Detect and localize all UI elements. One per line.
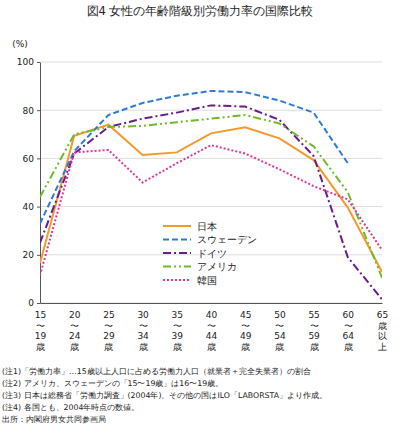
y-tick-label: 40	[23, 202, 35, 212]
x-tick-label: 40〜44歳	[206, 310, 218, 352]
y-tick: 60	[23, 154, 40, 164]
x-tick: 50〜54歳	[274, 303, 286, 352]
y-tick-label: 20	[23, 250, 35, 260]
note: (注4) 各国とも、2004年時点の数値。	[2, 403, 139, 412]
x-tick-label: 65歳以上	[377, 310, 388, 352]
x-tick-label: 45〜49歳	[240, 310, 252, 352]
x-tick: 45〜49歳	[240, 303, 252, 352]
legend-label: スウェーデン	[197, 234, 257, 245]
x-tick-label: 60〜64歳	[343, 310, 355, 352]
y-tick-mark	[37, 158, 40, 159]
grid	[40, 62, 382, 303]
y-tick-label: 100	[17, 57, 34, 67]
x-axis: 15〜19歳 20〜24歳 25〜29歳 30〜34歳 35〜39歳 40〜44歳 45〜4…	[35, 303, 388, 352]
y-tick: 80	[23, 106, 40, 116]
notes: (注1)「労働力率」…15歳以上人口に占める労働力人口（就業者＋完全失業者）の割…	[2, 367, 327, 424]
legend-swatch	[163, 279, 191, 281]
y-tick-mark	[37, 62, 40, 63]
x-tick-label: 25〜29歳	[103, 310, 115, 352]
y-tick: 20	[23, 250, 40, 260]
grid-line	[40, 110, 382, 111]
x-tick: 65歳以上	[377, 303, 388, 352]
legend-label: ドイツ	[197, 248, 227, 259]
y-tick-label: 60	[23, 154, 35, 164]
grid-line	[40, 303, 382, 304]
series-line	[40, 115, 382, 278]
x-tick-label: 15〜19歳	[35, 310, 47, 352]
lines	[40, 91, 382, 299]
x-tick: 55〜59歳	[308, 303, 320, 352]
legend-label: アメリカ	[197, 261, 237, 272]
legend-label: 韓国	[197, 275, 217, 286]
y-axis-title: (%)	[12, 39, 28, 49]
note: (注2) アメリカ、スウェーデンの「15〜19歳」は16〜19歳。	[2, 379, 223, 388]
note: (注3) 日本は総務省「労働力調査」(2004年)、その他の国はILO「LABO…	[2, 391, 327, 400]
x-tick: 30〜34歳	[137, 303, 149, 352]
legend-swatch	[163, 252, 191, 254]
legend: 日本スウェーデンドイツアメリカ韓国	[163, 221, 257, 286]
x-tick: 60〜64歳	[343, 303, 355, 352]
y-tick: 0	[28, 298, 40, 308]
legend-swatch	[163, 239, 191, 241]
series-line	[40, 105, 382, 299]
x-tick: 35〜39歳	[172, 303, 184, 352]
x-tick-label: 35〜39歳	[172, 310, 184, 352]
chart: 図4 女性の年齢階級別労働力率の国際比較 (%) 0 20 40 60 80 100 15〜19…	[0, 0, 400, 443]
y-tick-label: 80	[23, 106, 35, 116]
y-tick: 40	[23, 202, 40, 212]
x-tick-label: 55〜59歳	[308, 310, 320, 352]
x-axis-line	[41, 303, 383, 304]
series-line	[40, 125, 382, 272]
y-axis: 0 20 40 60 80 100	[17, 57, 41, 308]
legend-swatch	[163, 266, 191, 268]
x-tick: 15〜19歳	[35, 303, 47, 352]
grid-line	[40, 62, 382, 63]
y-tick-label: 0	[28, 298, 34, 308]
source: 出所：内閣府男女共同参画局	[2, 415, 106, 424]
y-tick-mark	[37, 110, 40, 111]
x-tick-label: 20〜24歳	[69, 310, 81, 352]
series-line	[40, 91, 348, 224]
note: (注1)「労働力率」…15歳以上人口に占める労働力人口（就業者＋完全失業者）の割…	[2, 367, 311, 376]
x-tick: 25〜29歳	[103, 303, 115, 352]
y-tick-mark	[37, 303, 40, 304]
y-axis-line	[40, 63, 41, 304]
x-tick: 20〜24歳	[69, 303, 81, 352]
y-tick-mark	[37, 255, 40, 256]
x-tick: 40〜44歳	[206, 303, 218, 352]
y-tick-mark	[37, 207, 40, 208]
series-line	[40, 145, 382, 275]
x-tick-label: 50〜54歳	[274, 310, 286, 352]
y-tick: 100	[17, 57, 40, 67]
title: 図4 女性の年齢階級別労働力率の国際比較	[87, 4, 314, 18]
grid-line	[40, 158, 382, 159]
x-tick-label: 30〜34歳	[137, 310, 149, 352]
legend-label: 日本	[197, 221, 217, 232]
legend-swatch	[163, 225, 191, 227]
